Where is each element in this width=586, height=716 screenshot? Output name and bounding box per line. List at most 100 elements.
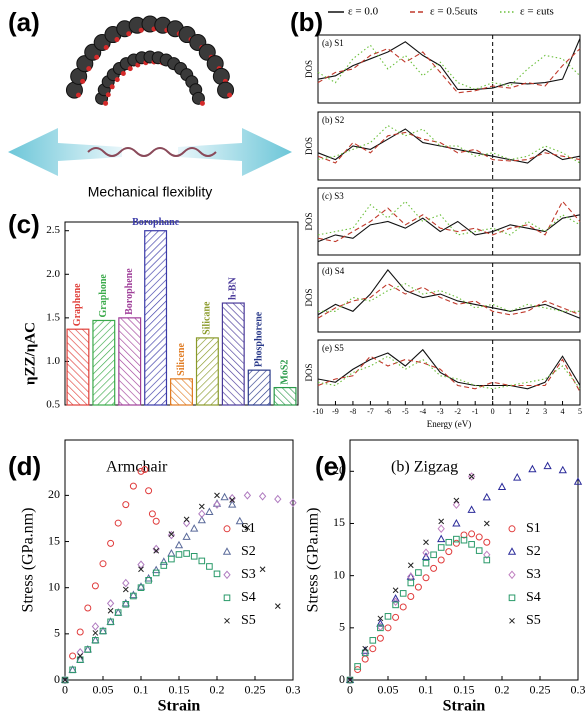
annotation: Armchair — [106, 459, 168, 476]
x-tick-label: -8 — [350, 407, 357, 416]
legend-label: S4 — [241, 590, 256, 605]
point — [84, 646, 92, 653]
x-axis-label: Energy (eV) — [427, 419, 472, 429]
panel-label: (a) — [8, 7, 40, 37]
point — [483, 520, 490, 527]
x-tick-label: 0.25 — [530, 683, 551, 697]
bar — [273, 386, 297, 406]
plot-frame — [64, 439, 294, 681]
y-tick-label: 1.5 — [46, 311, 60, 323]
x-tick-label: 0 — [62, 683, 68, 697]
point — [437, 544, 445, 551]
point — [437, 556, 445, 564]
x-tick-label: 2 — [526, 407, 530, 416]
point — [159, 557, 168, 565]
x-tick-label: 0.2 — [495, 683, 510, 697]
point — [259, 566, 266, 573]
x-tick-label: -4 — [419, 407, 426, 416]
point — [91, 582, 99, 590]
y-tick-label: 15 — [48, 533, 60, 547]
point — [528, 464, 537, 473]
point — [197, 515, 206, 524]
legend-label: S5 — [526, 613, 541, 628]
point — [69, 666, 76, 674]
y-tick-label: 20 — [333, 463, 345, 477]
bar-label: Phosphorene — [253, 311, 264, 367]
molecule-atom — [105, 92, 111, 98]
point — [122, 586, 129, 593]
subplot-title: (b) S2 — [322, 115, 344, 125]
panel-label: (c) — [8, 209, 40, 239]
point — [137, 467, 145, 475]
point — [274, 494, 282, 504]
molecule-atom — [114, 37, 120, 43]
point — [407, 593, 415, 601]
bar-label: Borophane — [132, 217, 180, 228]
point — [114, 609, 122, 616]
point — [258, 492, 267, 501]
point — [475, 547, 483, 554]
point — [445, 538, 453, 546]
dos-line — [317, 128, 581, 164]
molecule-atom — [75, 92, 81, 98]
point — [414, 583, 422, 591]
point — [198, 509, 206, 519]
point — [483, 556, 491, 564]
point — [346, 675, 354, 685]
y-tick-label: 10 — [333, 567, 345, 581]
point — [244, 524, 251, 531]
point — [130, 592, 137, 600]
point — [145, 577, 152, 584]
point — [361, 648, 369, 658]
y-axis-label: DOS — [304, 137, 314, 155]
point — [122, 601, 130, 608]
point — [182, 518, 191, 528]
y-axis-label: DOS — [304, 363, 314, 381]
y-tick-label: 1.0 — [46, 355, 60, 367]
point — [92, 630, 99, 636]
point — [137, 584, 145, 591]
legend-marker — [507, 547, 517, 555]
legend-marker — [223, 525, 231, 533]
bar-label: h-BN — [228, 276, 239, 300]
y-axis-label: DOS — [304, 288, 314, 306]
point — [430, 551, 437, 559]
x-tick-label: 0 — [491, 407, 495, 416]
point — [430, 564, 438, 572]
point — [468, 541, 475, 548]
x-tick-label: 0.15 — [169, 683, 190, 697]
point — [148, 510, 156, 518]
x-tick-label: -3 — [437, 407, 444, 416]
point — [274, 603, 281, 610]
bar — [66, 328, 90, 406]
point — [99, 560, 107, 568]
x-tick-label: 0.15 — [454, 683, 475, 697]
legend-marker — [508, 525, 516, 533]
caption: Mechanical flexiblity — [88, 184, 213, 200]
molecule-atom — [86, 66, 92, 72]
annotation: (b) Zigzag — [391, 459, 458, 476]
dos-line — [318, 283, 580, 312]
point — [122, 501, 130, 509]
x-tick-label: -9 — [332, 407, 339, 416]
molecule-atom — [227, 92, 233, 98]
point — [452, 539, 460, 547]
point — [84, 604, 92, 612]
point — [114, 519, 122, 527]
bar — [170, 378, 193, 406]
point — [289, 498, 297, 508]
point — [415, 569, 422, 576]
legend-marker — [509, 617, 515, 624]
point — [377, 615, 384, 622]
x-tick-label: 0.05 — [93, 683, 114, 697]
dos-line — [317, 355, 581, 393]
panel-a: (a) Mechanical flexiblity — [8, 7, 292, 200]
legend-label: S3 — [241, 567, 256, 582]
y-tick-label: 0 — [339, 672, 345, 686]
point — [543, 461, 552, 470]
legend-label: S1 — [526, 521, 541, 536]
y-axis-label: ηZZ/ηAC — [22, 322, 38, 385]
point — [152, 569, 160, 577]
dos-line — [317, 200, 581, 236]
